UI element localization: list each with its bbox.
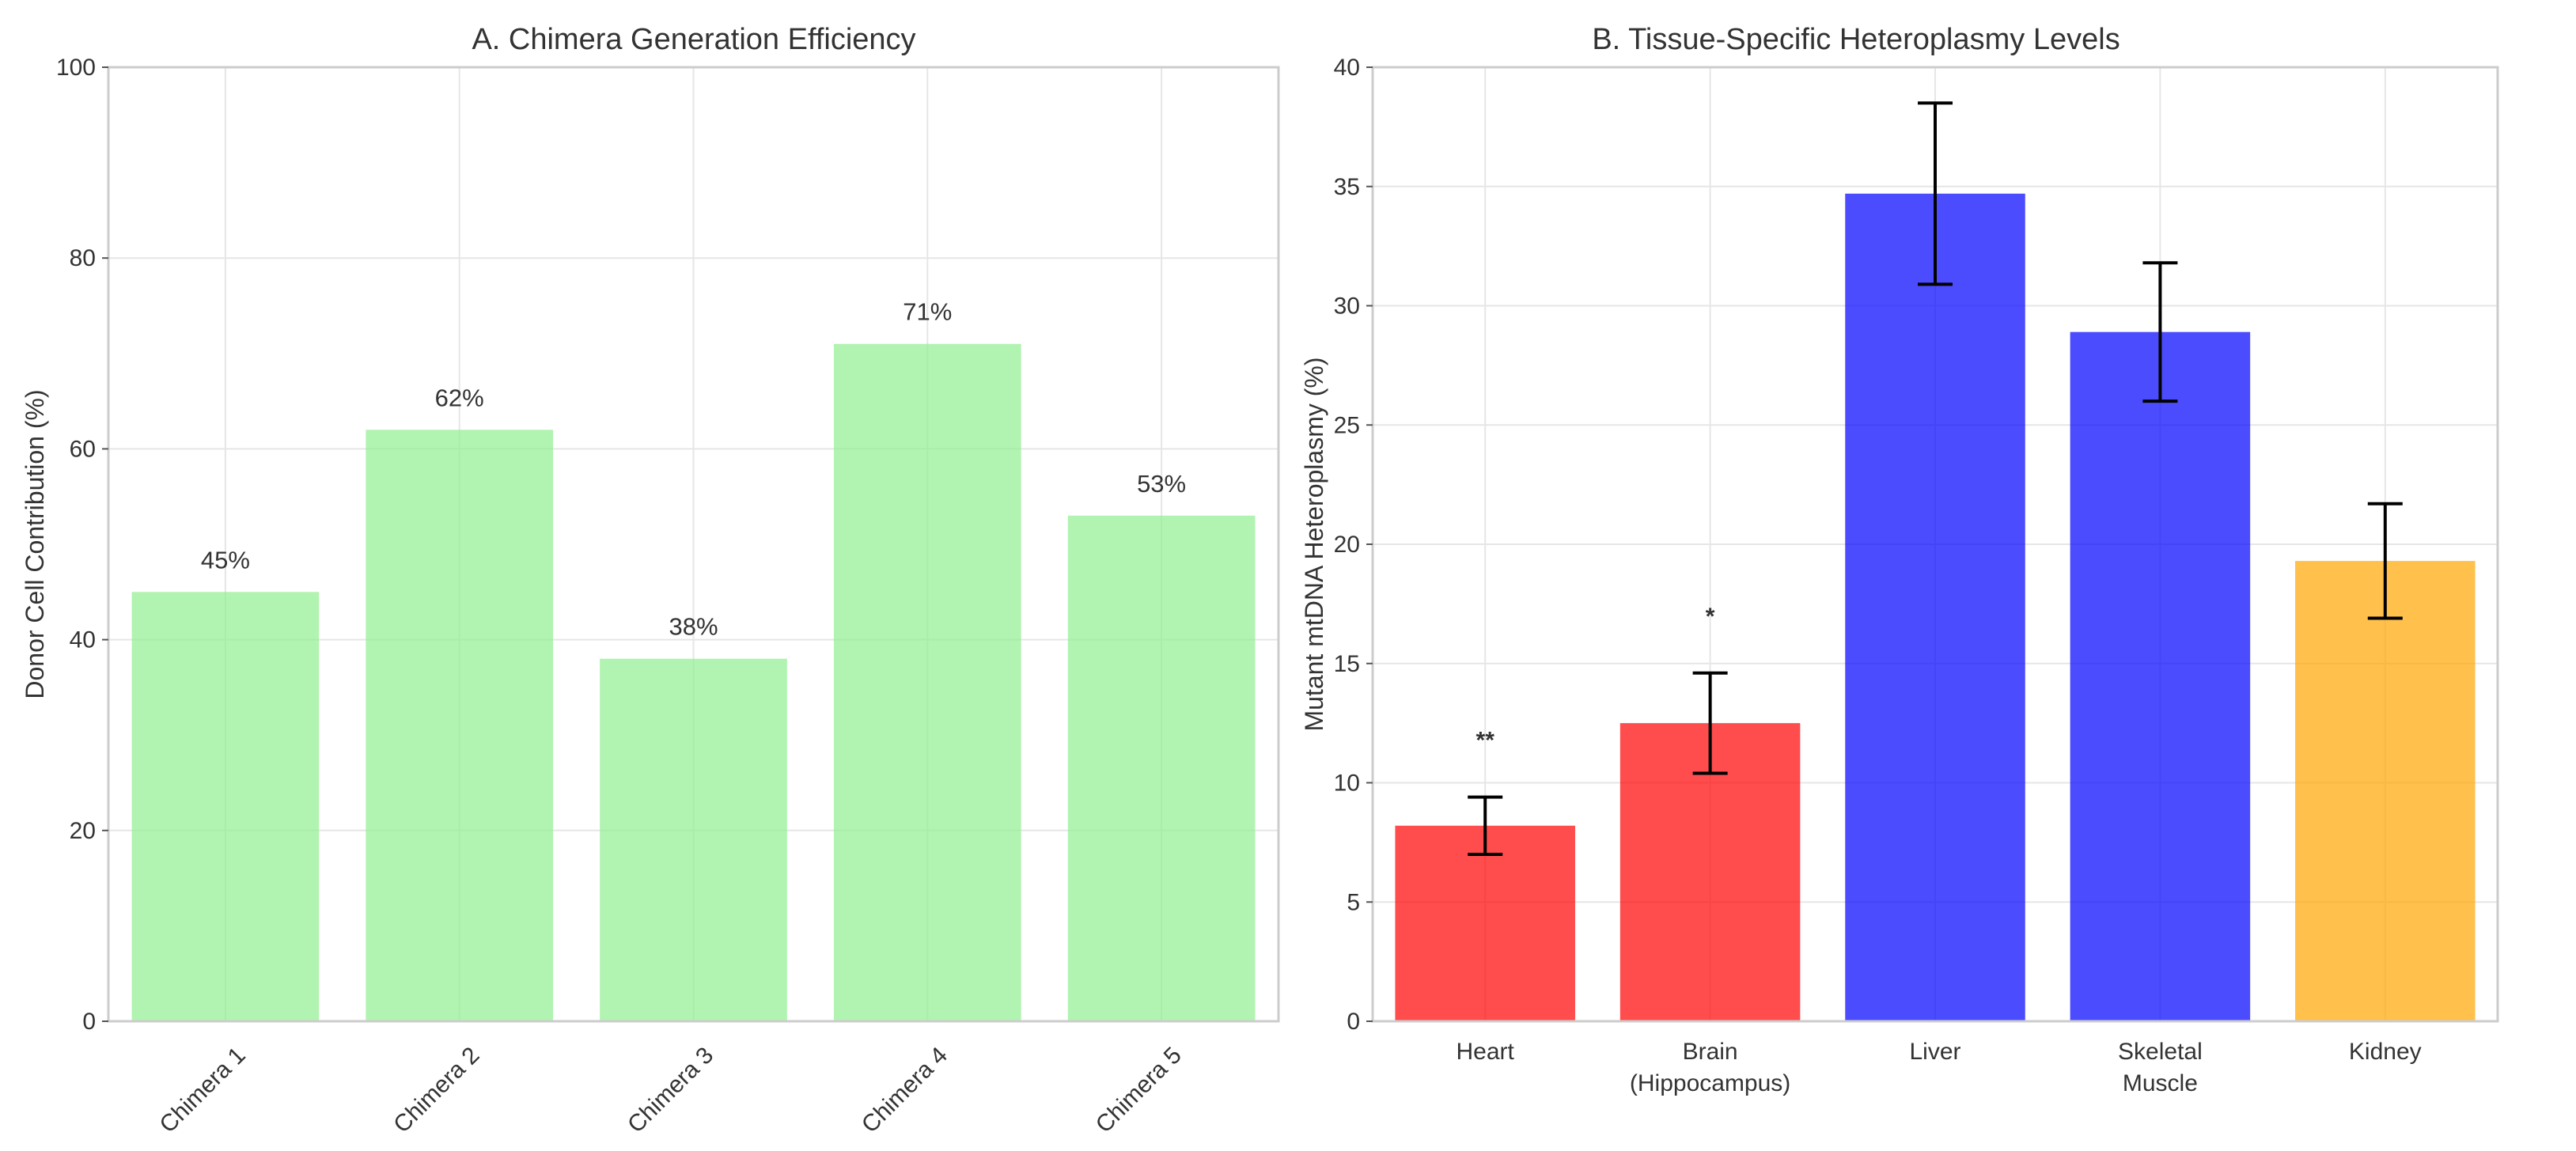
panel-b-heteroplasmy-levels: B. Tissue-Specific Heteroplasmy Levels M… <box>1300 23 2499 1096</box>
y-tick-label: 10 <box>1334 770 1360 797</box>
y-tick-label: 100 <box>56 55 96 81</box>
panel-a-y-axis-label: Donor Cell Contribution (%) <box>21 389 49 699</box>
panel-b-y-axis-label: Mutant mtDNA Heteroplasmy (%) <box>1300 357 1328 731</box>
bar <box>1395 825 1575 1021</box>
y-tick-label: 15 <box>1334 651 1360 677</box>
y-tick-label: 40 <box>70 627 96 653</box>
plot-frame <box>107 66 1280 1023</box>
y-tick-label: 80 <box>70 245 96 271</box>
x-tick-label: Brain (Hippocampus) <box>1630 1039 1790 1096</box>
x-tick-label-line: Liver <box>1909 1039 1960 1065</box>
x-tick-label: Heart <box>1457 1039 1515 1065</box>
y-tick-label: 20 <box>1334 532 1360 558</box>
x-tick-label-line: Skeletal <box>2118 1039 2203 1065</box>
significance-marker: ** <box>1476 728 1495 754</box>
data-label: 45% <box>201 546 250 574</box>
panel-a-title: A. Chimera Generation Efficiency <box>472 23 915 56</box>
x-tick-label-line: Heart <box>1457 1039 1515 1065</box>
bar <box>2070 331 2251 1021</box>
data-label: 62% <box>435 384 484 411</box>
data-label: 53% <box>1137 470 1186 498</box>
bar <box>131 592 320 1021</box>
bar <box>1067 515 1256 1021</box>
x-tick-label-line: Kidney <box>2349 1039 2422 1065</box>
significance-marker: * <box>1706 604 1715 630</box>
bar <box>2295 561 2476 1021</box>
y-tick-label: 30 <box>1334 293 1360 320</box>
data-label: 38% <box>669 613 718 641</box>
bar <box>1845 193 2025 1021</box>
bar <box>833 343 1021 1021</box>
x-tick-label-line: (Hippocampus) <box>1630 1070 1790 1096</box>
x-tick-label: Liver <box>1909 1039 1960 1065</box>
y-tick-label: 25 <box>1334 412 1360 438</box>
y-tick-label: 0 <box>1347 1009 1360 1035</box>
y-tick-label: 40 <box>1334 55 1360 81</box>
y-tick-label: 60 <box>70 436 96 462</box>
bar <box>366 430 554 1021</box>
y-tick-label: 0 <box>82 1009 96 1035</box>
panel-b-title: B. Tissue-Specific Heteroplasmy Levels <box>1592 23 2120 56</box>
bar <box>600 658 787 1021</box>
x-tick-label: Kidney <box>2349 1039 2422 1065</box>
x-tick-label: Skeletal Muscle <box>2118 1039 2203 1096</box>
y-tick-label: 5 <box>1347 889 1360 915</box>
y-tick-label: 20 <box>70 818 96 844</box>
y-tick-label: 35 <box>1334 174 1360 200</box>
x-tick-label-line: Muscle <box>2123 1070 2198 1096</box>
x-tick-label-line: Brain <box>1683 1039 1738 1065</box>
data-label: 71% <box>903 298 952 326</box>
